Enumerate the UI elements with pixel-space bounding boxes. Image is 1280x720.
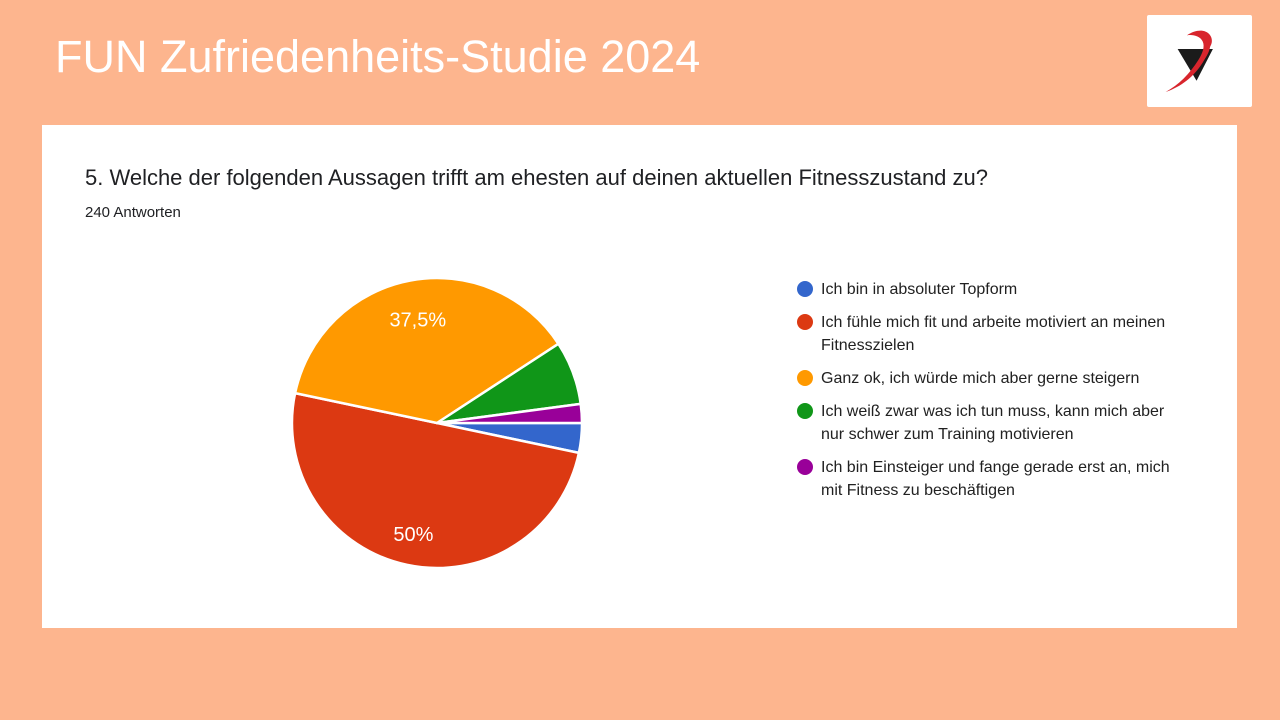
pie-slice-einsteiger (435, 402, 584, 425)
legend-item-label: Ganz ok, ich würde mich aber gerne steig… (821, 370, 1140, 387)
legend-item-schwer-zu-motivieren: Ich weiß zwar was ich tun muss, kann mic… (797, 400, 1197, 446)
legend-item-label: Ich bin Einsteiger und fange gerade erst… (821, 459, 1170, 499)
legend-color-dot (797, 403, 813, 419)
chart-legend: Ich bin in absoluter Topform Ich fühle mi… (797, 278, 1197, 512)
legend-color-dot (797, 281, 813, 297)
pie-slice-label-ganz-ok: 37,5% (389, 309, 446, 331)
legend-color-dot (797, 314, 813, 330)
legend-item-fit-und-motiviert: Ich fühle mich fit und arbeite motiviert… (797, 311, 1197, 357)
legend-color-dot (797, 459, 813, 475)
brand-logo-icon (1165, 30, 1213, 92)
legend-item-label: Ich weiß zwar was ich tun muss, kann mic… (821, 403, 1165, 443)
pie-chart: 50% 37,5% (290, 276, 584, 570)
legend-item-label: Ich bin in absoluter Topform (821, 281, 1018, 298)
brand-logo (1147, 15, 1252, 107)
question-title: 5. Welche der folgenden Aussagen trifft … (85, 165, 988, 190)
slide-title: FUN Zufriedenheits-Studie 2024 (55, 31, 701, 82)
legend-item-ganz-ok: Ganz ok, ich würde mich aber gerne steig… (797, 367, 1197, 390)
legend-item-einsteiger: Ich bin Einsteiger und fange gerade erst… (797, 456, 1197, 502)
pie-slice-fit-und-motiviert (290, 391, 581, 570)
pie-slice-label-fit-und-motiviert: 50% (393, 524, 433, 546)
pie-slice-ganz-ok (293, 276, 560, 425)
legend-item-topform: Ich bin in absoluter Topform (797, 278, 1197, 301)
legend-item-label: Ich fühle mich fit und arbeite motiviert… (821, 314, 1166, 354)
answers-count: 240 Antworten (85, 204, 181, 221)
results-card: 5. Welche der folgenden Aussagen trifft … (42, 125, 1237, 628)
legend-color-dot (797, 370, 813, 386)
